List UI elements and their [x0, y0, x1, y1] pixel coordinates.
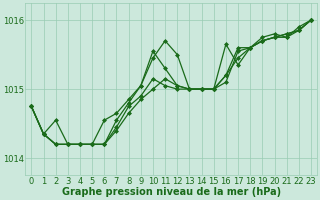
X-axis label: Graphe pression niveau de la mer (hPa): Graphe pression niveau de la mer (hPa): [62, 187, 281, 197]
